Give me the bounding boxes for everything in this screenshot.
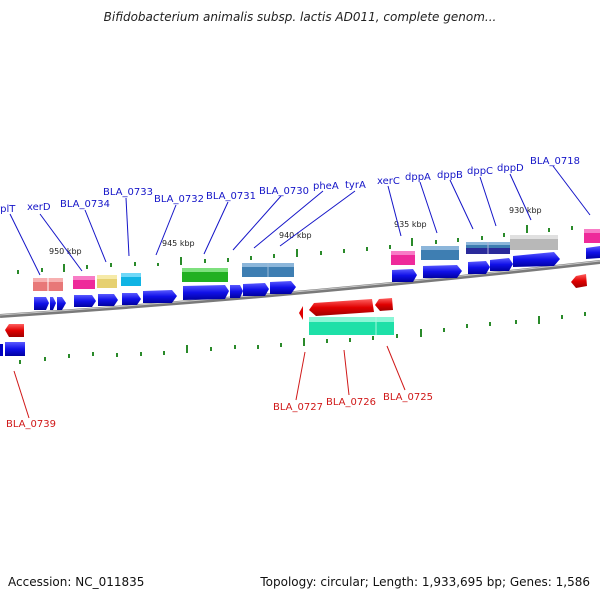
gene-label-dppC[interactable]: dppC: [467, 166, 493, 177]
scale-label-935: 935 kbp: [394, 220, 427, 229]
scale-label-945: 945 kbp: [162, 239, 195, 248]
gene-label-pheA[interactable]: pheA: [313, 181, 339, 192]
gene-label-bla0732[interactable]: BLA_0732: [154, 194, 204, 205]
map-title: Bifidobacterium animalis subsp. lactis A…: [103, 10, 497, 24]
scale-label-930: 930 kbp: [509, 206, 542, 215]
forward-features[interactable]: [33, 229, 600, 291]
gene-label-dppD[interactable]: dppD: [497, 163, 524, 174]
genome-backbone: [0, 260, 600, 318]
gene-label-bla0718[interactable]: BLA_0718: [530, 156, 580, 167]
gene-label-tyrA[interactable]: tyrA: [345, 180, 366, 191]
gene-label-xerC[interactable]: xerC: [377, 176, 400, 187]
gene-label-bla0731[interactable]: BLA_0731: [206, 191, 256, 202]
gene-label-bla0730[interactable]: BLA_0730: [259, 186, 309, 197]
top-leader-lines: [9, 165, 591, 276]
scale-label-940: 940 kbp: [279, 231, 312, 240]
accession-text: Accession: NC_011835: [8, 575, 145, 589]
gene-label-bla0739[interactable]: BLA_0739: [6, 419, 56, 430]
gene-label-dppB[interactable]: dppB: [437, 170, 463, 181]
scale-ticks: [17, 225, 586, 364]
gene-label-bla0733[interactable]: BLA_0733: [103, 187, 153, 198]
gene-label-dppA[interactable]: dppA: [405, 172, 431, 183]
scale-label-950: 950 kbp: [49, 247, 82, 256]
forward-cds-arrows[interactable]: [34, 246, 600, 310]
gene-label-bla0725[interactable]: BLA_0725: [383, 392, 433, 403]
gene-label-xerD[interactable]: xerD: [27, 202, 51, 213]
gene-label-bla0734[interactable]: BLA_0734: [60, 199, 110, 210]
bottom-leader-lines: [13, 345, 406, 419]
gene-label-bla0727[interactable]: BLA_0727: [273, 402, 323, 413]
gene-label-bla0726[interactable]: BLA_0726: [326, 397, 376, 408]
gene-label-rplT[interactable]: rplT: [0, 204, 16, 215]
genome-stats-text: Topology: circular; Length: 1,933,695 bp…: [260, 575, 590, 589]
reverse-features[interactable]: [0, 274, 587, 356]
